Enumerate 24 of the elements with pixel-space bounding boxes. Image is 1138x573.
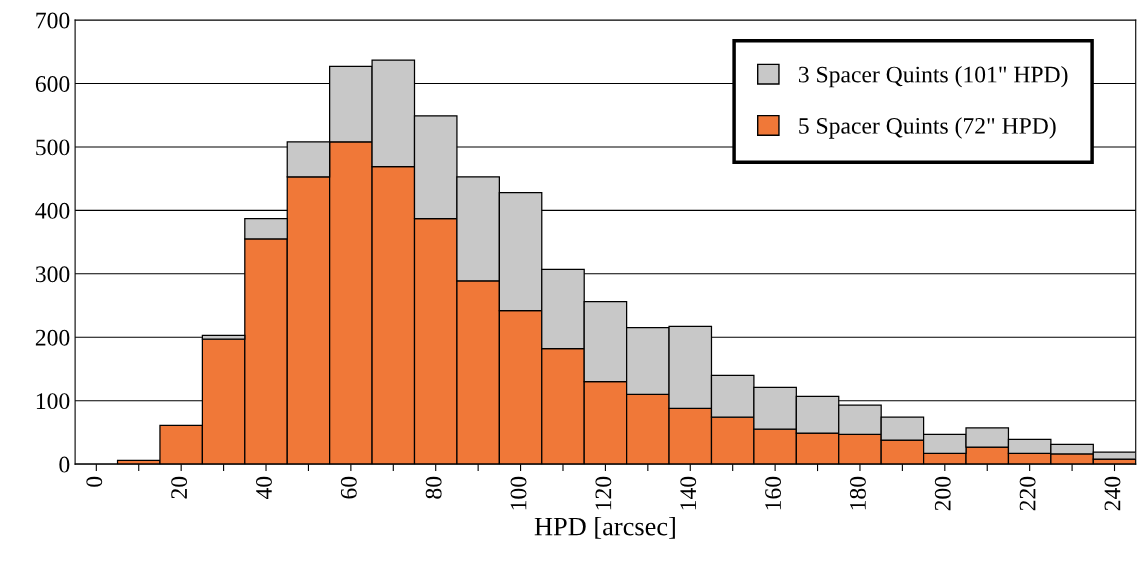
y-tick-label: 500 — [36, 139, 70, 156]
x-tick-label: 240 — [1104, 476, 1121, 511]
x-tick-label: 120 — [595, 476, 612, 510]
y-tick-label: 300 — [35, 266, 70, 283]
x-tick-label: 180 — [849, 476, 866, 510]
x-axis-title: HPD [arcsec] — [534, 516, 675, 539]
x-tick-label: 140 — [680, 476, 697, 510]
x-tick-label: 80 — [425, 476, 442, 499]
x-tick-label: 40 — [256, 476, 272, 500]
x-tick-label: 60 — [340, 476, 357, 499]
x-tick-label: 200 — [934, 476, 951, 511]
legend-label: 5 Spacer Quints (72" HPD) — [799, 117, 1056, 139]
x-tick-label: 20 — [171, 476, 188, 499]
y-tick-label: 700 — [36, 12, 70, 29]
y-tick-label: 100 — [36, 393, 70, 410]
x-tick-label: 100 — [510, 476, 527, 510]
x-tick-label: 160 — [765, 476, 782, 510]
y-tick-label: 600 — [35, 75, 70, 92]
x-tick-label: 220 — [1019, 476, 1036, 511]
x-tick-label: 0 — [86, 476, 103, 487]
y-tick-label: 200 — [35, 329, 70, 346]
y-tick-label: 400 — [35, 202, 70, 219]
legend-label: 3 Spacer Quints (101" HPD) — [798, 65, 1068, 88]
y-tick-label: 0 — [59, 456, 70, 473]
